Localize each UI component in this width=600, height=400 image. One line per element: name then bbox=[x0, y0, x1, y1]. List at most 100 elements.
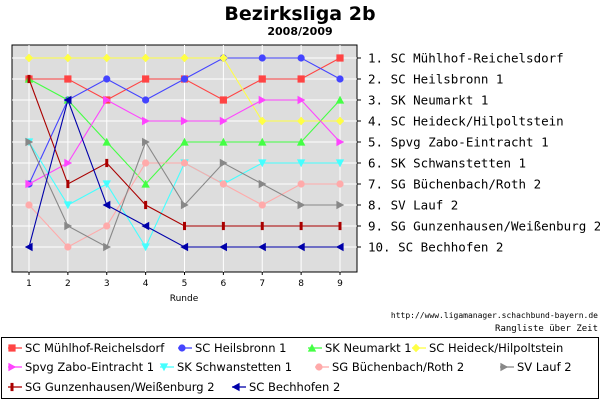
data-point bbox=[64, 75, 72, 83]
x-tick-label: 8 bbox=[298, 279, 304, 289]
data-point bbox=[297, 75, 305, 83]
data-point bbox=[219, 116, 228, 126]
series-7 bbox=[25, 159, 344, 251]
data-point bbox=[336, 180, 344, 188]
data-point bbox=[297, 200, 306, 210]
data-point bbox=[335, 242, 344, 252]
data-point bbox=[103, 242, 111, 252]
data-point bbox=[141, 221, 150, 231]
data-point bbox=[105, 158, 109, 168]
legend-entry: Spvg Zabo-Eintracht 1 bbox=[8, 360, 154, 374]
data-point bbox=[296, 116, 306, 126]
data-point bbox=[299, 221, 303, 231]
series-9 bbox=[27, 74, 342, 231]
data-point bbox=[260, 221, 264, 231]
data-point bbox=[142, 137, 150, 147]
data-point bbox=[258, 95, 267, 105]
rank-label: 9. SG Gunzenhausen/Weißenburg 2 bbox=[368, 219, 600, 234]
legend-entry: SC Heideck/Hilpoltstein bbox=[411, 341, 563, 355]
data-point bbox=[25, 137, 34, 147]
series-4 bbox=[24, 53, 345, 126]
data-point bbox=[66, 179, 70, 189]
legend-label: SC Bechhofen 2 bbox=[249, 380, 340, 394]
legend-marker bbox=[411, 343, 421, 353]
x-axis-label: Runde bbox=[170, 294, 199, 304]
data-point bbox=[297, 95, 306, 105]
data-point bbox=[336, 200, 345, 210]
series-10 bbox=[24, 95, 344, 252]
legend-marker bbox=[500, 362, 509, 372]
data-point bbox=[297, 54, 305, 62]
rank-label: 1. SC Mühlhof-Reichelsdorf bbox=[368, 51, 564, 66]
data-point bbox=[27, 74, 31, 84]
data-point bbox=[64, 221, 73, 231]
legend-label: SC Heilsbronn 1 bbox=[195, 341, 286, 355]
data-point bbox=[25, 201, 33, 209]
data-point bbox=[180, 137, 189, 146]
x-tick-label: 6 bbox=[221, 279, 227, 289]
x-axis-ticks: 1 2 3 4 5 6 7 8 9 bbox=[26, 272, 343, 289]
data-point bbox=[24, 53, 34, 63]
x-tick-label: 2 bbox=[65, 279, 71, 289]
legend-entry: SK Neumarkt 1 bbox=[307, 341, 412, 355]
data-point bbox=[335, 116, 345, 126]
data-point bbox=[335, 95, 345, 104]
data-point bbox=[258, 179, 267, 189]
x-tick-label: 1 bbox=[26, 279, 32, 289]
data-point bbox=[219, 137, 228, 146]
series-8 bbox=[25, 137, 345, 252]
data-point bbox=[180, 53, 189, 63]
rank-label: 10. SC Bechhofen 2 bbox=[368, 240, 503, 255]
data-point bbox=[142, 75, 150, 83]
data-point bbox=[258, 201, 266, 209]
data-point bbox=[258, 159, 267, 168]
data-point bbox=[25, 179, 34, 189]
rank-labels: 1. SC Mühlhof-Reichelsdorf 2. SC Heilsbro… bbox=[357, 51, 600, 255]
legend-marker bbox=[159, 363, 169, 372]
data-point bbox=[258, 75, 266, 83]
rank-label: 2. SC Heilsbronn 1 bbox=[368, 72, 503, 87]
data-point bbox=[180, 75, 189, 83]
rank-label: 6. SK Schwanstetten 1 bbox=[368, 156, 526, 171]
data-point bbox=[63, 53, 73, 63]
data-point bbox=[258, 137, 267, 146]
legend-entry: SC Heilsbronn 1 bbox=[178, 341, 286, 355]
data-point bbox=[219, 96, 227, 104]
data-point bbox=[219, 158, 228, 168]
data-point bbox=[63, 201, 73, 210]
data-point bbox=[336, 75, 344, 83]
x-tick-label: 4 bbox=[143, 279, 149, 289]
data-point bbox=[141, 53, 150, 63]
data-point bbox=[64, 243, 72, 251]
legend-entry: SC Bechhofen 2 bbox=[231, 380, 340, 394]
data-point bbox=[258, 242, 266, 252]
series-5 bbox=[25, 95, 345, 189]
source-credit: http://www.ligamanager.schachbund-bayern… bbox=[391, 311, 598, 320]
legend-entry: SG Gunzenhausen/Weißenburg 2 bbox=[8, 380, 215, 394]
series-layer bbox=[24, 53, 345, 252]
legend-box bbox=[1, 337, 599, 399]
legend-marker bbox=[231, 382, 240, 392]
data-point bbox=[336, 54, 344, 62]
data-point bbox=[64, 158, 73, 168]
data-point bbox=[180, 200, 189, 210]
chart-subtitle: 2008/2009 bbox=[267, 25, 332, 38]
data-point bbox=[221, 221, 225, 231]
data-point bbox=[141, 243, 150, 252]
x-tick-label: 5 bbox=[182, 279, 188, 289]
legend-marker bbox=[8, 362, 17, 372]
data-point bbox=[219, 242, 227, 252]
data-point bbox=[141, 179, 150, 188]
rank-label: 8. SV Lauf 2 bbox=[368, 198, 458, 213]
legend-marker bbox=[178, 344, 186, 352]
data-point bbox=[219, 180, 227, 188]
data-point bbox=[142, 159, 150, 167]
legend-label: SV Lauf 2 bbox=[517, 360, 572, 374]
rank-label: 5. Spvg Zabo-Eintracht 1 bbox=[368, 135, 549, 150]
data-point bbox=[296, 242, 305, 252]
data-point bbox=[103, 95, 111, 105]
legend-label: SG Büchenbach/Roth 2 bbox=[332, 360, 464, 374]
data-point bbox=[142, 116, 150, 126]
data-point bbox=[335, 159, 345, 168]
